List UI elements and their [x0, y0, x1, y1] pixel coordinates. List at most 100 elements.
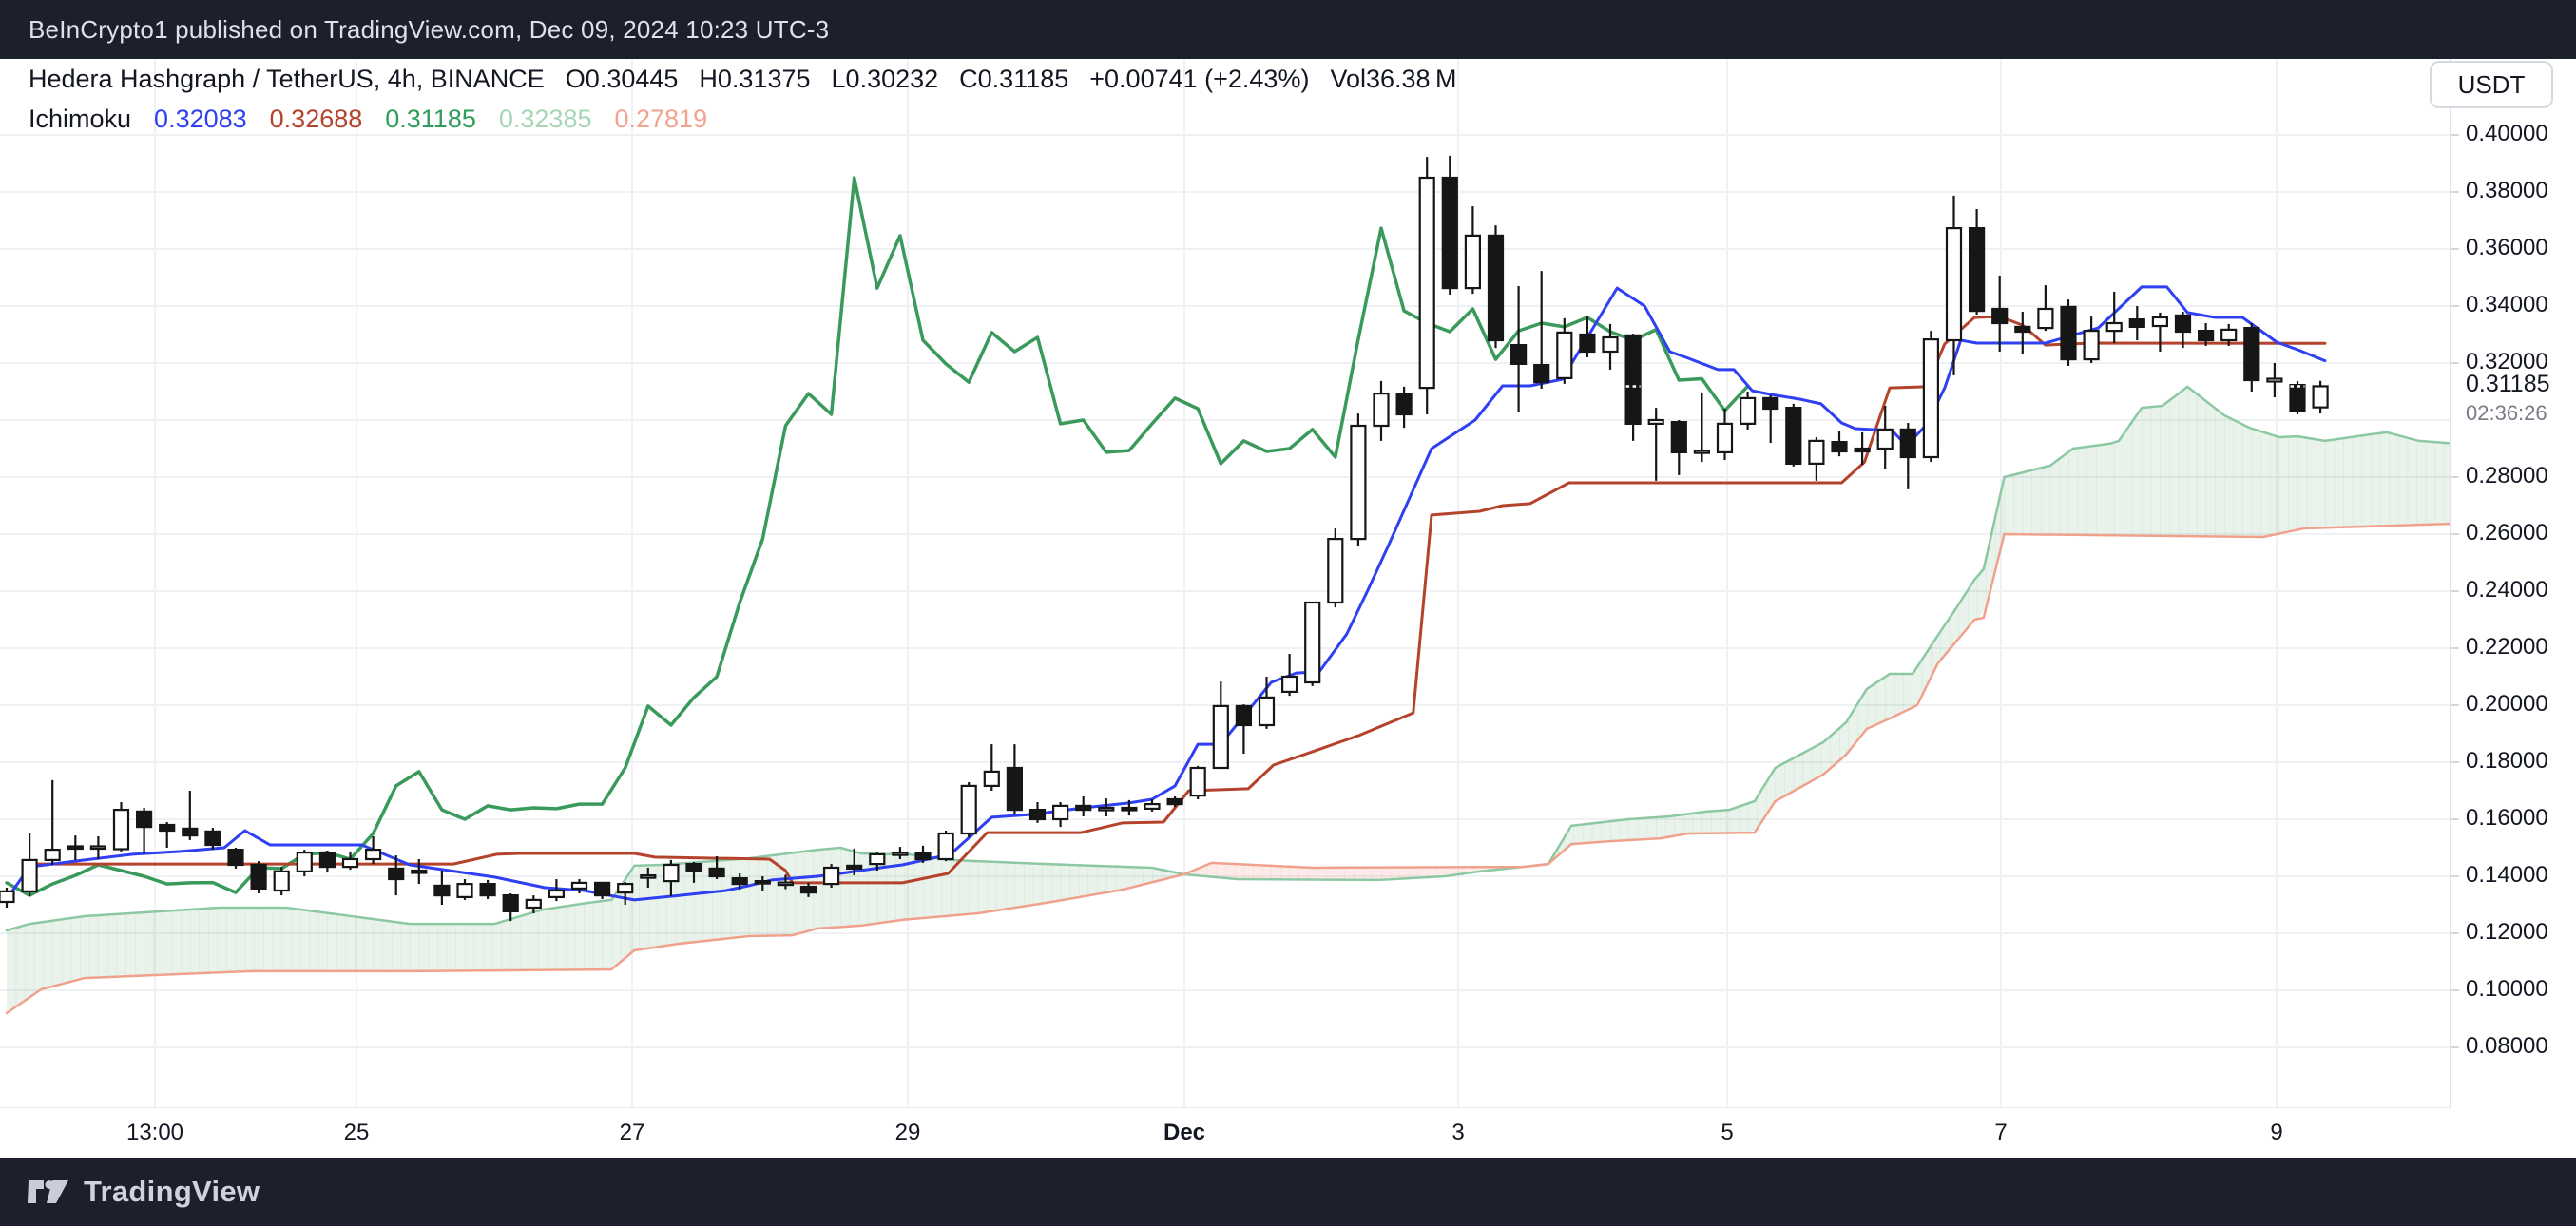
candle	[914, 845, 932, 863]
indicator-value-3: 0.32385	[498, 105, 592, 133]
price-tick-mark	[2451, 305, 2459, 307]
candle	[570, 879, 588, 893]
footer-brand-text[interactable]: TradingView	[84, 1175, 260, 1208]
candle	[1144, 799, 1161, 812]
candle	[869, 852, 886, 871]
price-tick-mark	[2451, 248, 2459, 250]
grid-layer	[0, 59, 2451, 1108]
high-value: H 0.31375	[699, 65, 811, 93]
publish-info-bar: BeInCrypto1 published on TradingView.com…	[0, 0, 2576, 59]
candle	[479, 879, 496, 899]
currency-label: USDT	[2457, 69, 2526, 99]
candle	[1693, 392, 1711, 463]
candle	[1579, 316, 1596, 357]
price-tick-mark	[2451, 875, 2459, 877]
candle	[1487, 225, 1505, 349]
candle	[456, 879, 473, 900]
time-tick-3: 3	[1451, 1120, 1465, 1145]
candle	[388, 855, 405, 896]
price-axis[interactable]: 0.40000 0.38000 0.36000 0.34000 0.32000 0.280…	[2451, 59, 2576, 1158]
price-tick-mark	[2451, 761, 2459, 763]
candle	[1395, 386, 1413, 429]
price-tick-0.22000: 0.22000	[2466, 634, 2548, 660]
price-tick-mark	[2451, 134, 2459, 136]
price-tick-0.08000: 0.08000	[2466, 1033, 2548, 1059]
candle	[182, 791, 199, 840]
candle	[2243, 323, 2260, 392]
candle	[960, 782, 977, 837]
candle	[159, 822, 176, 848]
candle	[731, 873, 748, 891]
candle	[1602, 323, 1619, 370]
chart-legend: Hedera Hashgraph / TetherUS, 4h, BINANCE…	[29, 65, 1456, 134]
symbol-title[interactable]: Hedera Hashgraph / TetherUS, 4h, BINANCE	[29, 65, 545, 93]
candle	[1969, 209, 1986, 315]
chikou-span-line	[5, 176, 1750, 897]
candle	[1327, 528, 1344, 608]
indicator-name[interactable]: Ichimoku	[29, 105, 132, 133]
candle	[67, 835, 84, 860]
price-tick-0.14000: 0.14000	[2466, 862, 2548, 888]
time-tick-7: 7	[1994, 1120, 2008, 1145]
candle	[846, 848, 863, 876]
tenkan-sen-line	[5, 285, 2327, 902]
candle	[1304, 601, 1321, 686]
candle	[341, 851, 359, 871]
candle	[1189, 765, 1206, 799]
candle	[1212, 681, 1229, 770]
indicator-status-line[interactable]: Ichimoku 0.32083 0.32688 0.31185 0.32385 0.2…	[29, 105, 1456, 134]
time-tick-Dec: Dec	[1163, 1120, 1206, 1145]
indicator-value-2: 0.31185	[385, 105, 476, 133]
symbol-status-line[interactable]: Hedera Hashgraph / TetherUS, 4h, BINANCE…	[29, 65, 1456, 99]
price-tick-mark	[2451, 362, 2459, 364]
senkou-span-b-line	[5, 522, 2451, 1015]
tradingview-logo-icon[interactable]	[27, 1173, 70, 1211]
candle	[227, 848, 244, 869]
candle	[433, 871, 451, 905]
candle	[708, 856, 725, 879]
candle	[1441, 155, 1458, 295]
volume-value: Vol 36.38 M	[1330, 65, 1457, 93]
candle	[1418, 157, 1435, 414]
candle	[525, 895, 542, 913]
price-tick-0.32000: 0.32000	[2466, 349, 2548, 374]
candle	[1739, 392, 1757, 430]
price-tick-mark	[2451, 932, 2459, 934]
candle	[21, 833, 38, 896]
price-tick-0.18000: 0.18000	[2466, 748, 2548, 774]
candle	[2037, 285, 2054, 332]
ichimoku-cloud	[7, 386, 2451, 1013]
indicator-value-4: 0.27819	[614, 105, 708, 133]
candle	[548, 879, 566, 902]
publish-info-text: BeInCrypto1 published on TradingView.com…	[29, 14, 830, 44]
low-value: L 0.30232	[831, 65, 939, 93]
price-tick-0.24000: 0.24000	[2466, 577, 2548, 603]
candle	[365, 836, 382, 865]
currency-toggle-button[interactable]: USDT	[2430, 61, 2553, 108]
price-tick-0.34000: 0.34000	[2466, 292, 2548, 317]
candle	[640, 868, 657, 888]
candle	[663, 859, 680, 896]
price-tick-0.40000: 0.40000	[2466, 121, 2548, 146]
candle	[2151, 312, 2168, 352]
senkou-span-a-line	[5, 385, 2451, 932]
time-axis[interactable]: 13:00 25 27 29 Dec 3 5 7 9	[0, 1108, 2451, 1158]
price-tick-mark	[2451, 647, 2459, 649]
price-tick-0.10000: 0.10000	[2466, 976, 2548, 1002]
price-tick-0.26000: 0.26000	[2466, 520, 2548, 546]
candle	[1556, 317, 1573, 384]
plot-area[interactable]	[0, 59, 2458, 1108]
kijun-sen-line	[37, 315, 2327, 885]
price-tick-mark	[2451, 590, 2459, 592]
candle	[1121, 799, 1138, 816]
indicator-value-0: 0.32083	[154, 105, 247, 133]
price-tick-0.12000: 0.12000	[2466, 919, 2548, 945]
price-tick-mark	[2451, 704, 2459, 706]
candle	[1509, 286, 1528, 412]
candle	[1258, 677, 1276, 729]
candle	[2083, 316, 2100, 363]
candle	[2266, 363, 2283, 397]
candle	[0, 888, 15, 908]
time-tick-9: 9	[2270, 1120, 2283, 1145]
